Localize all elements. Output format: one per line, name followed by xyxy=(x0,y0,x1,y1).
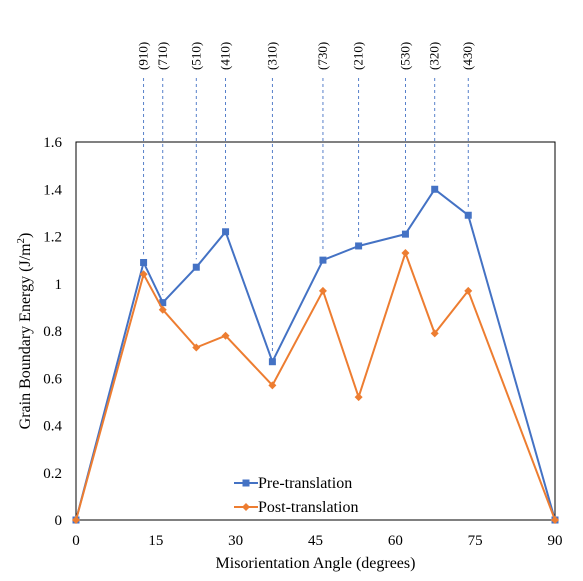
data-point xyxy=(430,329,439,338)
data-point xyxy=(318,286,327,295)
data-point xyxy=(464,286,473,295)
x-tick-label: 90 xyxy=(548,533,563,549)
series-line xyxy=(75,188,556,521)
data-point xyxy=(192,263,200,271)
x-tick-label: 15 xyxy=(148,533,163,549)
data-point xyxy=(192,343,201,352)
y-tick-label: 0.6 xyxy=(43,371,62,387)
annotation-label: (410) xyxy=(218,42,233,70)
data-point xyxy=(268,358,276,366)
data-point xyxy=(431,185,439,193)
annotation-label: (210) xyxy=(351,42,366,70)
annotation-label: (320) xyxy=(427,42,442,70)
annotation-label: (730) xyxy=(315,42,330,70)
y-axis-title: Grain Boundary Energy (J/m2) xyxy=(15,233,34,430)
data-point xyxy=(158,305,167,314)
series-1 xyxy=(72,185,559,524)
data-point xyxy=(355,242,363,250)
data-point xyxy=(222,228,230,236)
y-tick-label: 1 xyxy=(55,277,63,293)
legend-item: Pre-translation xyxy=(234,475,352,492)
y-tick-label: 0.4 xyxy=(43,419,62,435)
annotation-label: (510) xyxy=(188,42,203,70)
y-axis-title-main: Grain Boundary Energy (J/m xyxy=(17,243,34,429)
annotation-label: (530) xyxy=(397,42,412,70)
legend-label: Pre-translation xyxy=(258,475,352,492)
annotation-label: (710) xyxy=(155,42,170,70)
series-line xyxy=(75,252,556,521)
data-point xyxy=(221,331,230,340)
y-tick-label: 1.2 xyxy=(43,230,62,246)
x-tick-label: 60 xyxy=(388,533,403,549)
annotation-label: (430) xyxy=(460,42,475,70)
legend-item: Post-translation xyxy=(234,499,358,516)
data-point xyxy=(551,516,559,524)
x-tick-label: 75 xyxy=(468,533,483,549)
annotations: (910) (710) (510) (410) (310) (730) (210) (530)… xyxy=(136,42,475,354)
x-tick-label: 0 xyxy=(72,533,80,549)
data-point xyxy=(268,381,277,390)
y-axis-title-close: ) xyxy=(17,233,34,238)
x-ticks: 0 15 30 45 60 75 90 xyxy=(72,533,562,549)
data-point xyxy=(159,299,167,307)
data-point xyxy=(139,270,148,279)
legend: Pre-translation Post-translation xyxy=(234,475,358,516)
annotation-label: (310) xyxy=(264,42,279,70)
data-point xyxy=(140,258,148,266)
y-tick-label: 1.6 xyxy=(43,135,62,151)
data-point xyxy=(319,256,327,264)
data-point xyxy=(354,393,363,402)
data-point xyxy=(464,211,472,219)
x-tick-label: 45 xyxy=(308,533,323,549)
series-2 xyxy=(72,249,559,524)
y-tick-label: 0.2 xyxy=(43,466,62,482)
x-tick-label: 30 xyxy=(228,533,243,549)
legend-label: Post-translation xyxy=(258,499,358,516)
y-axis-title-superscript: 2 xyxy=(15,238,27,244)
data-point xyxy=(401,230,409,238)
legend-swatch-marker xyxy=(242,479,250,487)
y-tick-label: 1.4 xyxy=(43,182,62,198)
annotation-label: (910) xyxy=(136,42,151,70)
y-tick-label: 0.8 xyxy=(43,324,62,340)
y-tick-label: 0 xyxy=(55,513,63,529)
legend-swatch-marker xyxy=(242,503,250,511)
plot-frame xyxy=(75,141,556,521)
data-point xyxy=(401,249,410,258)
series xyxy=(72,185,559,524)
x-axis-title: Misorientation Angle (degrees) xyxy=(216,555,416,572)
y-ticks: 0 0.2 0.4 0.6 0.8 1 1.2 1.4 1.6 xyxy=(43,135,62,529)
data-point xyxy=(72,516,80,524)
